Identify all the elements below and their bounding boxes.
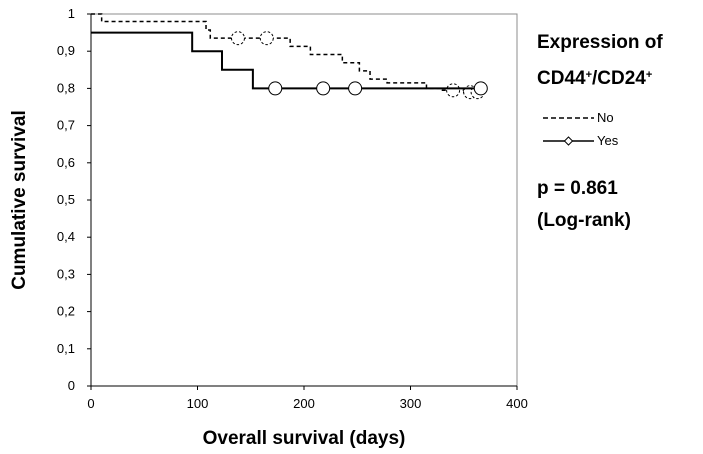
x-tick-label: 300 (400, 396, 422, 411)
censor-mark-yes (268, 81, 283, 96)
legend-title-cd44: CD44 (537, 68, 586, 89)
y-tick-label: 0 (68, 378, 75, 393)
y-tick-label: 0,4 (57, 229, 75, 244)
censor-mark-yes (348, 81, 363, 96)
x-tick-label: 100 (187, 396, 209, 411)
legend-title-line1: Expression of (537, 32, 663, 53)
legend-marker-yes (563, 136, 574, 146)
censor-mark-yes (316, 81, 331, 96)
legend-title-sup-1: + (586, 69, 592, 81)
series-layer (91, 13, 488, 100)
legend-title-sup-2: + (646, 69, 652, 81)
x-tick-label: 200 (293, 396, 315, 411)
censor-mark-no (230, 31, 245, 46)
censor-mark-yes (473, 81, 488, 96)
legend-title-cd24: /CD24 (592, 68, 646, 89)
x-tick-label: 0 (87, 396, 94, 411)
y-ticks: 0 0,1 0,2 0,3 0,4 0,5 0,6 0,7 0,8 0,9 1 (57, 6, 91, 393)
x-tick-label: 400 (506, 396, 528, 411)
y-tick-label: 0,2 (57, 304, 75, 319)
y-tick-label: 0,9 (57, 43, 75, 58)
p-value-text: p = 0.861 (537, 178, 618, 199)
y-tick-label: 1 (68, 6, 75, 21)
y-tick-label: 0,5 (57, 192, 75, 207)
legend-label-yes: Yes (597, 133, 619, 148)
x-axis-title: Overall survival (days) (203, 428, 406, 449)
censor-mark-no (446, 83, 461, 98)
legend-title-line2: CD44+/CD24+ (537, 68, 652, 89)
y-tick-label: 0,7 (57, 118, 75, 133)
y-tick-label: 0,3 (57, 266, 75, 281)
series-line-yes (91, 31, 481, 90)
censor-mark-no (259, 31, 274, 46)
y-axis-title: Cumulative survival (9, 110, 30, 290)
y-tick-label: 0,6 (57, 155, 75, 170)
y-tick-label: 0,8 (57, 80, 75, 95)
x-ticks: 0 100 200 300 400 (87, 386, 528, 411)
test-name-text: (Log-rank) (537, 210, 631, 231)
y-tick-label: 0,1 (57, 341, 75, 356)
legend-label-no: No (597, 110, 614, 125)
